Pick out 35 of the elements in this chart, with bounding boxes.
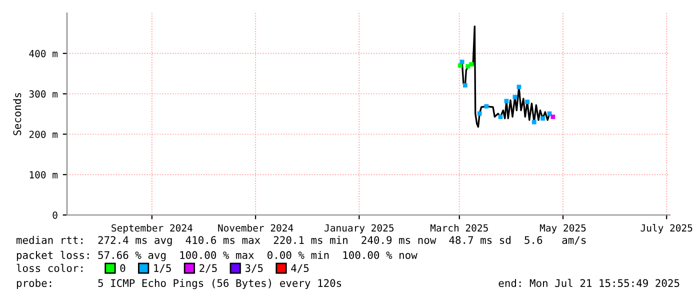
y-tick-label: 400 m <box>29 50 58 58</box>
point <box>512 94 518 100</box>
point <box>504 98 509 104</box>
text: loss color: <box>16 264 82 272</box>
point <box>540 116 545 121</box>
legend-label: 2/5 <box>200 264 217 273</box>
point <box>460 60 464 64</box>
legend-label: 0 <box>120 264 126 272</box>
text: packet loss: 57.66 % avg 100.00 % max 0.00 % min 100.00 % now <box>16 250 418 262</box>
legend-label: 3/5 <box>245 264 263 273</box>
text: end: Mon Jul 21 15:55:49 2025 <box>498 278 680 288</box>
point <box>525 100 530 104</box>
y-tick-label: 100 m <box>30 171 58 178</box>
y-tick-label: 300 m <box>29 90 58 98</box>
point <box>550 114 556 120</box>
y-tick-label: 200 m <box>29 130 58 138</box>
x-tick-label: May 2025 <box>540 224 586 234</box>
x-tick-label: January 2025 <box>324 224 394 234</box>
point <box>469 62 474 67</box>
y-axis-title: Seconds <box>13 93 22 136</box>
point <box>477 111 482 116</box>
text: median rtt: 272.4 ms avg 410.6 ms max 220.1 ms min 240.9 ms now 48.7 ms sd 5.6 am/s <box>16 236 586 246</box>
legend-label: 1/5 <box>154 264 171 273</box>
y-tick-label: 0 <box>52 212 58 219</box>
point <box>532 120 536 124</box>
point <box>484 104 489 109</box>
x-tick-label: July 2025 <box>640 224 692 234</box>
point <box>498 114 503 120</box>
x-tick-label: September 2024 <box>112 224 192 234</box>
x-tick-label: March 2025 <box>430 224 488 232</box>
x-tick-label: November 2024 <box>218 224 294 232</box>
point <box>516 84 522 90</box>
point <box>462 83 468 88</box>
text: probe: 5 ICMP Echo Pings (56 Bytes) every 120s <box>16 278 342 290</box>
legend-label: 4/5 <box>291 264 309 273</box>
